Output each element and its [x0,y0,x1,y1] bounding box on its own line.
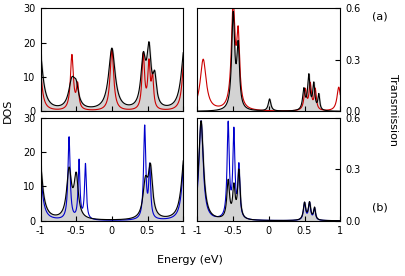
Text: (b): (b) [372,203,387,213]
Text: Transmission: Transmission [388,75,398,146]
Text: Energy (eV): Energy (eV) [158,255,223,265]
Text: DOS: DOS [3,98,13,123]
Text: (a): (a) [372,11,387,21]
